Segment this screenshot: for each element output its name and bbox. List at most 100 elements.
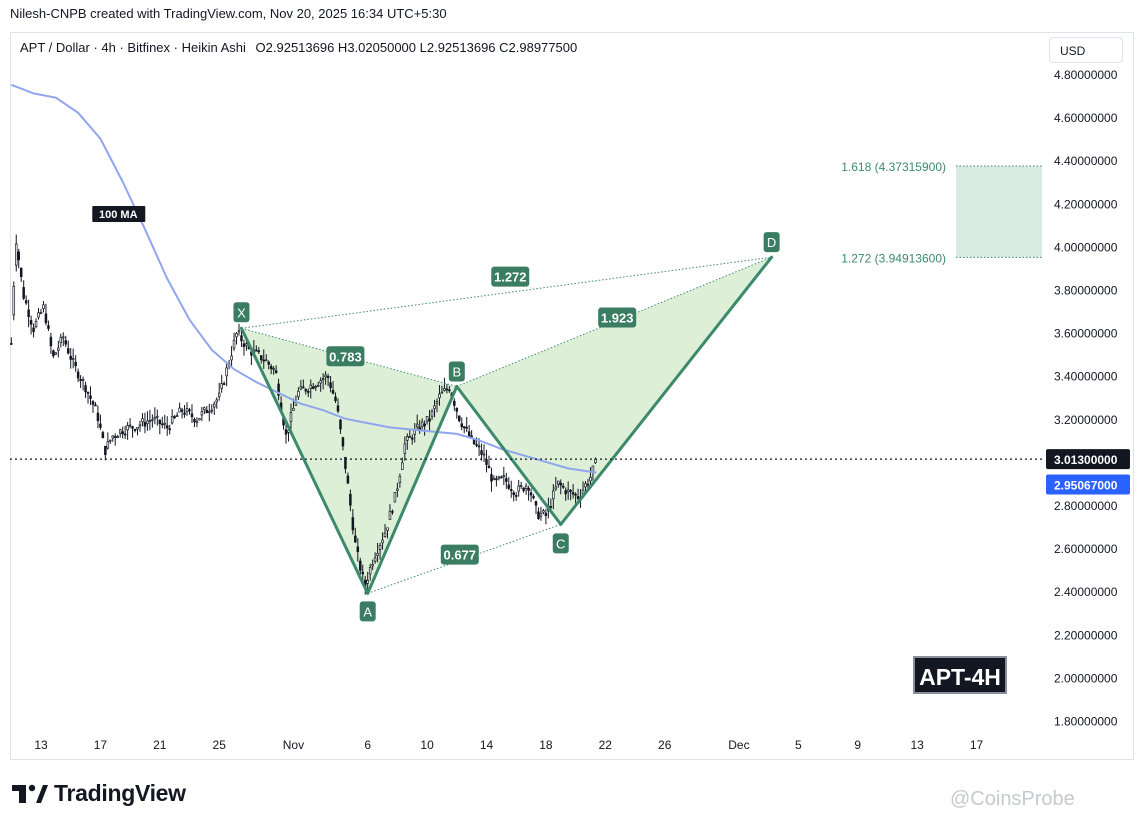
candle-body <box>425 415 429 422</box>
candle-body <box>165 425 169 429</box>
point-label-c: C <box>552 533 569 554</box>
candle-body <box>200 411 204 416</box>
candle-body <box>406 436 409 441</box>
tradingview-logo-icon <box>12 784 48 803</box>
candle-body <box>529 492 533 496</box>
tradingview-logo[interactable]: TradingView <box>12 780 186 807</box>
candle-body <box>475 444 478 446</box>
ratio-label: 0.677 <box>440 544 479 565</box>
currency-button[interactable]: USD <box>1049 37 1123 63</box>
ma-value-badge <box>1046 474 1130 495</box>
candle-body <box>198 418 201 421</box>
candle-body <box>346 475 350 484</box>
ratio-line-bd <box>456 256 772 387</box>
candle-body <box>136 427 139 430</box>
candle-body <box>64 340 67 345</box>
point-label-text: B <box>452 364 461 379</box>
candle-body <box>564 490 567 495</box>
candle-body <box>116 436 119 438</box>
candle-body <box>123 433 127 436</box>
candle-body <box>163 422 167 425</box>
ratio-line-xb <box>241 327 457 387</box>
candle-body <box>131 426 134 429</box>
candle-body <box>289 412 293 423</box>
candle-body <box>104 445 107 455</box>
pattern-triangle-bcd <box>456 257 772 525</box>
candle-body <box>373 557 377 562</box>
y-axis-tick-label: 4.80000000 <box>1054 68 1118 82</box>
ratio-label-text: 1.923 <box>601 311 634 326</box>
symbol-text[interactable]: APT / Dollar · 4h · Bitfinex · Heikin As… <box>20 40 246 55</box>
candle-body <box>240 335 243 342</box>
candle-body <box>411 437 414 440</box>
candle-body <box>217 392 221 397</box>
candle-body <box>445 388 449 391</box>
candle-body <box>307 391 310 393</box>
candle-body <box>27 309 30 318</box>
candle-body <box>383 532 387 537</box>
plot-area[interactable]: 1.618 (4.37315900) 1.272 (3.94913600) 100 … <box>10 83 1042 622</box>
candle-body <box>62 336 65 339</box>
candle-body <box>118 429 122 434</box>
candle-body <box>133 428 137 431</box>
candle-body <box>440 391 444 394</box>
candle-body <box>153 416 157 419</box>
point-label-box <box>448 361 465 382</box>
point-label-box <box>763 232 780 253</box>
candle-body <box>559 482 562 486</box>
candle-body <box>213 403 216 408</box>
x-axis-tick-label: 6 <box>364 738 371 752</box>
x-axis-tick-label: 26 <box>658 738 672 752</box>
candle-body <box>257 350 261 353</box>
y-axis[interactable]: 4.80000000 4.60000000 4.40000000 4.20000000… <box>1054 68 1118 729</box>
candle-body <box>302 386 305 389</box>
candle-body <box>453 400 456 406</box>
candle-body <box>415 423 419 428</box>
candle-body <box>490 474 493 482</box>
candle-body <box>403 443 407 454</box>
y-axis-tick-label: 2.00000000 <box>1054 671 1118 685</box>
y-axis-tick-label: 2.40000000 <box>1054 585 1118 599</box>
candle-body <box>235 333 238 338</box>
x-axis[interactable]: 13 17 21 25 Nov 6 10 14 18 22 26 Dec 5 9 13 17 <box>34 738 983 752</box>
candle-body <box>272 368 275 370</box>
candle-body <box>532 496 535 499</box>
candle-body <box>566 489 570 493</box>
candle-body <box>190 413 194 418</box>
candle-body <box>59 336 63 343</box>
candle-body <box>175 415 179 417</box>
chart-attribution: Nilesh-CNPB created with TradingView.com… <box>10 6 447 21</box>
x-axis-tick-label: 9 <box>854 738 861 752</box>
candle-body <box>138 424 142 427</box>
candle-body <box>574 493 577 496</box>
candle-body <box>482 453 486 456</box>
candle-body <box>480 450 483 455</box>
x-axis-tick-label: 10 <box>420 738 434 752</box>
candle-body <box>101 432 105 439</box>
ratio-label-text: 1.272 <box>494 270 527 285</box>
y-axis-tick-label: 1.80000000 <box>1054 715 1118 729</box>
candle-body <box>299 386 303 390</box>
candle-body <box>161 423 164 426</box>
x-axis-tick-label: 14 <box>480 738 494 752</box>
y-axis-tick-label: 3.80000000 <box>1054 284 1118 298</box>
candle-body <box>312 386 315 389</box>
candle-body <box>170 416 174 424</box>
candle-body <box>420 421 424 427</box>
candle-body <box>292 407 295 411</box>
candle-body <box>203 407 206 411</box>
candle-body <box>524 485 528 489</box>
point-label-b: B <box>448 361 465 382</box>
candle-body <box>435 401 439 404</box>
candle-body <box>12 285 16 316</box>
ma-value-badge-text: 2.95067000 <box>1054 479 1118 493</box>
candle-body <box>376 553 379 557</box>
y-axis-tick-label: 3.60000000 <box>1054 327 1118 341</box>
candle-body <box>314 386 317 388</box>
candle-body <box>86 392 90 394</box>
x-axis-tick-label: 18 <box>539 738 553 752</box>
candle-body <box>408 436 412 438</box>
candle-body <box>260 355 263 361</box>
candle-body <box>269 366 273 369</box>
